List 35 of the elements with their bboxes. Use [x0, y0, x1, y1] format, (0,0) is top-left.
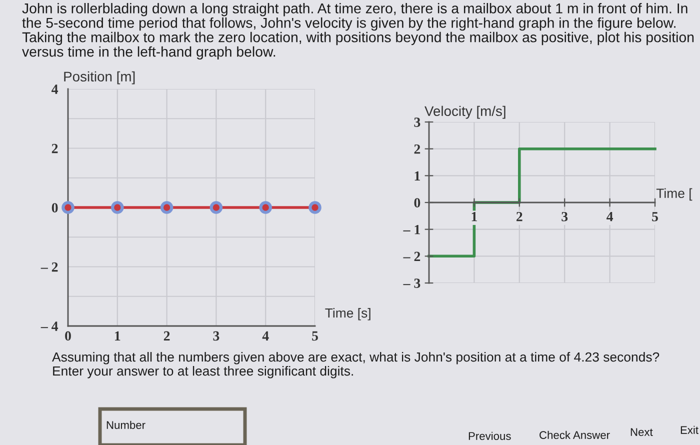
x-tick-label: 2 — [516, 212, 522, 222]
text: Exit — [680, 426, 698, 434]
x-tick-label: 5 — [652, 212, 658, 222]
y-tick-label: – 4 — [40, 322, 58, 331]
text: Next — [630, 428, 653, 436]
y-tick-label: 3 — [414, 118, 420, 127]
y-tick-label: 4 — [52, 84, 58, 94]
x-tick-label: 4 — [606, 212, 614, 222]
y-axis-title: Velocity [m/s] — [424, 106, 506, 119]
text: Number — [106, 420, 146, 429]
x-axis-title: Time [ — [656, 188, 692, 201]
x-axis-title: Time [s] — [325, 308, 370, 320]
text: Enter your answer to at least three significant digits. — [53, 366, 353, 378]
x-tick-label: 2 — [164, 331, 170, 340]
y-tick-label: 0 — [414, 198, 420, 208]
y-tick-label: – 1 — [403, 224, 420, 234]
x-tick-label: 4 — [262, 331, 269, 340]
y-tick-label: 2 — [52, 144, 58, 154]
y-tick-label: – 3 — [403, 278, 420, 288]
x-tick-label: 3 — [213, 331, 220, 341]
y-tick-label: 0 — [52, 203, 58, 212]
x-tick-label: 1 — [115, 331, 120, 340]
text: Assuming that all the numbers given above are exact, what is John's position at a time of 4.23 seconds? — [52, 352, 660, 364]
text: Previous — [468, 432, 511, 440]
text: Check Answer — [540, 430, 610, 439]
y-tick-label: 2 — [414, 144, 420, 154]
y-tick-label: – 2 — [403, 252, 420, 261]
y-tick-label: – 2 — [40, 262, 58, 272]
x-tick-label: 3 — [562, 212, 568, 222]
y-axis-title: Position [m] — [64, 71, 135, 84]
text: John is rollerblading down a long straight path. At time zero, there is a mailbox about 1 m in front of him. In the 5-second time period that follows, John's velocity is given by the right-hand graph in the figure below. Taking the mailbox to mark the zero location, with positions beyond the mailbox as positive, plot his position versus time in the left-hand graph below. — [22, 3, 694, 60]
x-tick-label: 0 — [65, 331, 71, 341]
x-tick-label: 1 — [472, 212, 477, 222]
x-tick-label: 5 — [312, 331, 318, 341]
y-tick-label: 1 — [414, 171, 420, 180]
